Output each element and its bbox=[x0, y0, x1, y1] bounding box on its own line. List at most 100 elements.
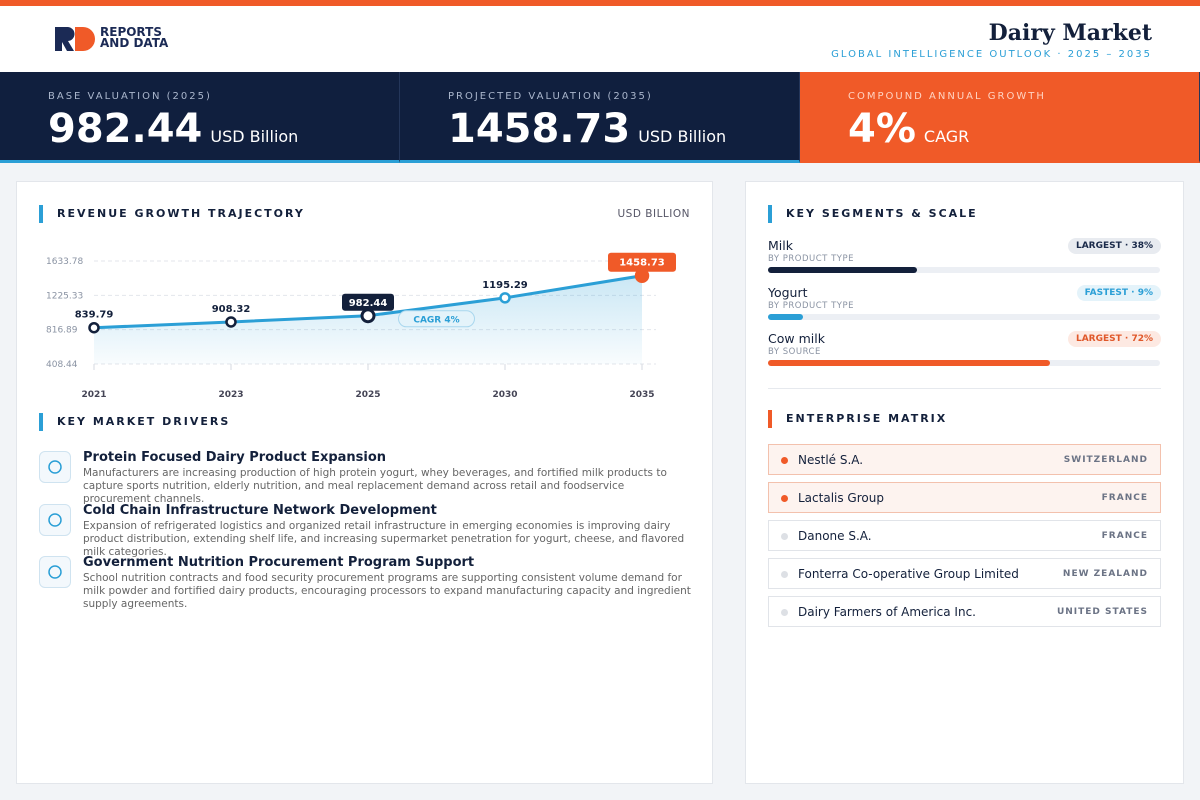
icon bbox=[48, 512, 62, 527]
segment-bar bbox=[768, 313, 804, 320]
point bbox=[360, 308, 376, 324]
section-title: ENTERPRISE MATRIX bbox=[768, 410, 947, 428]
enterprise-country: SWITZERLAND bbox=[1063, 455, 1148, 465]
enterprise-name: Lactalis Group bbox=[798, 491, 884, 505]
value-label: 1195.29 bbox=[482, 280, 528, 291]
kpi-unit: USD Billion bbox=[210, 127, 299, 146]
enterprise-country: FRANCE bbox=[1101, 493, 1148, 503]
header bbox=[0, 6, 1200, 72]
enterprise-name: Fonterra Co-operative Group Limited bbox=[798, 567, 1019, 581]
driver-icon bbox=[39, 451, 71, 483]
segment-name: Yogurt bbox=[768, 284, 808, 300]
x-tick-label: 2023 bbox=[218, 390, 243, 400]
section-title: KEY MARKET DRIVERS bbox=[39, 413, 230, 431]
segment-group: BY PRODUCT TYPE bbox=[768, 254, 854, 264]
y-tick-label: 1633.78 bbox=[46, 257, 83, 267]
brand: REPORTS AND DATA bbox=[100, 25, 169, 50]
enterprise-dot bbox=[781, 609, 788, 616]
unit-label: USD BILLION bbox=[617, 208, 690, 220]
segment-track bbox=[768, 313, 1160, 320]
brand-line: AND DATA bbox=[100, 36, 169, 50]
x-tick-label: 2030 bbox=[492, 390, 517, 400]
divider bbox=[768, 388, 1161, 389]
segment-group: BY PRODUCT TYPE bbox=[768, 300, 854, 311]
driver-title: Government Nutrition Procurement Program… bbox=[83, 555, 475, 570]
enterprise-dot bbox=[781, 457, 788, 464]
chart: 408.44 816.89 1225.33 1633.78 2021 839.79 2023… bbox=[46, 252, 676, 400]
driver-text: Expansion of refrigerated logistics and … bbox=[83, 519, 685, 558]
logo bbox=[55, 27, 95, 51]
segment-track bbox=[768, 267, 1160, 273]
value-label: 839.79 bbox=[75, 310, 114, 321]
segment-name: Cow milk bbox=[768, 331, 825, 346]
driver-text: Manufacturers are increasing production … bbox=[83, 467, 667, 505]
y-tick-label: 816.89 bbox=[46, 326, 78, 336]
driver-title: Protein Focused Dairy Product Expansion bbox=[83, 450, 387, 465]
y-tick-label: 408.44 bbox=[46, 360, 78, 370]
top-bar bbox=[0, 0, 1200, 6]
section-title: KEY SEGMENTS & SCALE bbox=[768, 205, 978, 223]
kpi-label: BASE VALUATION (2025) bbox=[48, 91, 212, 102]
value-label-box bbox=[342, 293, 394, 311]
kpi-value-row: 982.44 USD Billion bbox=[48, 106, 298, 152]
segment-bar bbox=[768, 360, 1051, 366]
value-label: 982.44 bbox=[349, 298, 388, 309]
point bbox=[225, 316, 237, 328]
kpi-label: COMPOUND ANNUAL GROWTH bbox=[848, 91, 1046, 102]
subtitle: GLOBAL INTELLIGENCE OUTLOOK · 2025 – 203… bbox=[831, 49, 1152, 60]
y-tick-label: 1225.33 bbox=[46, 291, 83, 301]
kpi-label: PROJECTED VALUATION (2035) bbox=[448, 91, 653, 102]
driver-title: Cold Chain Infrastructure Network Develo… bbox=[83, 502, 437, 518]
icon bbox=[48, 565, 62, 579]
kpi-unit: CAGR bbox=[923, 127, 970, 146]
icon bbox=[48, 460, 62, 474]
kpi-value: 1458.73 bbox=[448, 106, 631, 152]
value-label-box bbox=[608, 252, 676, 272]
driver-text: School nutrition contracts and food secu… bbox=[83, 572, 691, 610]
driver-icon bbox=[39, 556, 71, 588]
driver-icon bbox=[39, 503, 71, 536]
brand-line: REPORTS bbox=[100, 25, 162, 39]
segment-badge: LARGEST · 38% bbox=[1067, 238, 1161, 254]
x-tick-label: 2021 bbox=[81, 390, 106, 400]
enterprise-row: Fonterra Co-operative Group Limited NEW Z… bbox=[768, 558, 1161, 589]
enterprise-country: FRANCE bbox=[1101, 531, 1148, 541]
value-label: 1458.73 bbox=[619, 258, 665, 269]
enterprise-country: UNITED STATES bbox=[1056, 607, 1148, 617]
title: Dairy Market bbox=[988, 20, 1152, 46]
kpi-value: 4% bbox=[848, 106, 916, 152]
kpi-unit: USD Billion bbox=[638, 127, 727, 146]
enterprise-country: NEW ZEALAND bbox=[1062, 569, 1148, 579]
kpi: COMPOUND ANNUAL GROWTH 4% CAGR bbox=[800, 72, 1200, 163]
enterprise-dot bbox=[781, 533, 788, 540]
value-label: 908.32 bbox=[212, 304, 251, 315]
enterprise-row: Lactalis Group FRANCE bbox=[768, 482, 1161, 513]
x-tick-label: 2035 bbox=[629, 390, 654, 400]
x-tick-label: 2025 bbox=[355, 390, 380, 400]
section-title: REVENUE GROWTH TRAJECTORY bbox=[39, 205, 305, 223]
kpi-value-row: 1458.73 USD Billion bbox=[448, 106, 726, 152]
segment-group: BY SOURCE bbox=[768, 347, 821, 357]
point bbox=[499, 292, 511, 304]
segment-name: Milk bbox=[768, 238, 793, 253]
enterprise-row: Danone S.A. FRANCE bbox=[768, 520, 1161, 551]
enterprise-row: Nestlé S.A. SWITZERLAND bbox=[768, 444, 1161, 475]
annotation: CAGR 4% bbox=[413, 315, 459, 325]
segment-badge: LARGEST · 72% bbox=[1067, 331, 1161, 347]
segment-track bbox=[768, 360, 1160, 366]
segment-bar bbox=[768, 267, 917, 273]
kpi: PROJECTED VALUATION (2035) 1458.73 USD Bil… bbox=[400, 72, 800, 163]
enterprise-name: Nestlé S.A. bbox=[798, 453, 864, 467]
segment-badge: FASTEST · 9% bbox=[1076, 284, 1161, 301]
kpi-value: 982.44 bbox=[48, 106, 203, 152]
annotation-pill bbox=[398, 310, 475, 328]
enterprise-name: Dairy Farmers of America Inc. bbox=[798, 605, 976, 619]
enterprise-dot bbox=[781, 495, 788, 502]
enterprise-name: Danone S.A. bbox=[798, 529, 872, 543]
enterprise-dot bbox=[781, 571, 788, 578]
point bbox=[88, 321, 100, 334]
enterprise-row: Dairy Farmers of America Inc. UNITED STAT… bbox=[768, 596, 1161, 627]
kpi: BASE VALUATION (2025) 982.44 USD Billion bbox=[0, 72, 400, 163]
kpi-value-row: 4% CAGR bbox=[848, 106, 969, 152]
